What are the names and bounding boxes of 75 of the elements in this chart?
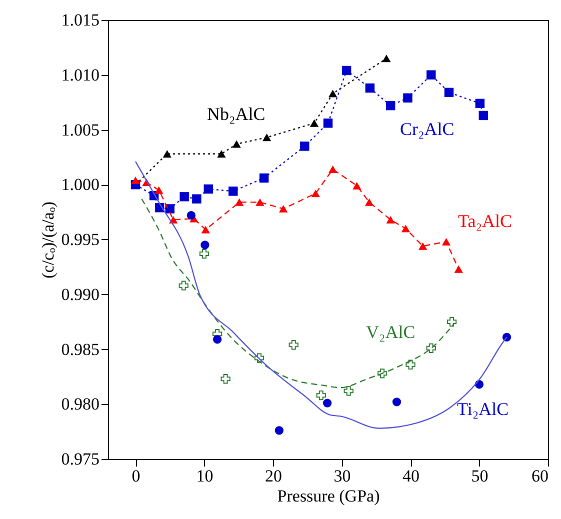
point xyxy=(178,280,188,290)
point xyxy=(328,166,338,174)
point xyxy=(300,142,310,151)
series-label: Nb₂AlC xyxy=(207,104,266,124)
y-tick-label: 0.995 xyxy=(61,230,100,249)
point xyxy=(352,182,362,190)
point xyxy=(342,66,352,76)
point xyxy=(502,332,512,342)
y-tick-label: 0.975 xyxy=(61,450,100,468)
point xyxy=(344,386,354,396)
point xyxy=(316,390,326,400)
x-tick-label: 60 xyxy=(532,466,548,486)
x-tick-label: 40 xyxy=(402,466,420,486)
point xyxy=(199,248,210,259)
point xyxy=(323,118,333,128)
point xyxy=(475,98,485,108)
x-tick-label: 0 xyxy=(132,466,140,486)
point xyxy=(382,54,391,62)
point xyxy=(426,343,436,353)
point xyxy=(259,173,269,183)
point xyxy=(426,70,436,80)
point xyxy=(186,211,196,220)
x-tick-label: 10 xyxy=(196,466,214,486)
point xyxy=(418,242,428,250)
y-tick-label: 0.985 xyxy=(61,340,100,359)
point xyxy=(278,205,288,213)
point xyxy=(200,240,210,250)
point xyxy=(131,176,140,184)
point xyxy=(322,398,332,408)
series-label: V₂AlC xyxy=(366,322,416,342)
point xyxy=(228,186,238,196)
series-label: Ta₂AlC xyxy=(458,211,512,231)
point xyxy=(201,226,210,234)
y-tick-label: 0.980 xyxy=(61,394,100,414)
point xyxy=(454,265,463,273)
y-tick-label: 1.000 xyxy=(61,175,100,194)
point xyxy=(217,150,226,158)
series-label: Ti₂AlC xyxy=(457,399,509,419)
x-tick-label: 20 xyxy=(265,466,282,486)
y-tick-label: 1.015 xyxy=(61,10,100,30)
point xyxy=(444,88,454,98)
y-axis-title: (c/cₒ)/(a/aₒ) xyxy=(38,202,58,278)
point xyxy=(234,198,244,206)
x-tick-label: 30 xyxy=(334,466,351,486)
point xyxy=(162,150,172,158)
point xyxy=(328,90,338,98)
point xyxy=(401,224,410,232)
point xyxy=(192,194,202,204)
x-tick-label: 50 xyxy=(471,466,488,486)
point xyxy=(478,110,488,120)
point xyxy=(386,100,396,110)
point xyxy=(403,93,412,103)
point xyxy=(232,140,241,148)
point xyxy=(204,184,213,194)
x-axis-title: Pressure (GPa) xyxy=(277,486,380,506)
y-tick-label: 0.990 xyxy=(61,284,100,304)
point xyxy=(386,216,395,224)
series-label: Cr₂AlC xyxy=(400,119,454,139)
y-tick-label: 1.005 xyxy=(61,120,100,140)
point xyxy=(220,374,230,384)
point xyxy=(365,83,375,93)
point xyxy=(154,186,164,194)
point xyxy=(310,119,319,127)
point xyxy=(256,198,264,206)
point xyxy=(274,426,284,435)
point xyxy=(442,238,451,246)
point xyxy=(446,316,457,327)
point xyxy=(311,190,320,198)
y-tick-label: 1.010 xyxy=(61,65,100,84)
point xyxy=(180,192,189,202)
point xyxy=(364,198,374,206)
point xyxy=(392,398,402,406)
point xyxy=(288,340,298,350)
point xyxy=(212,335,222,344)
point xyxy=(262,134,272,142)
